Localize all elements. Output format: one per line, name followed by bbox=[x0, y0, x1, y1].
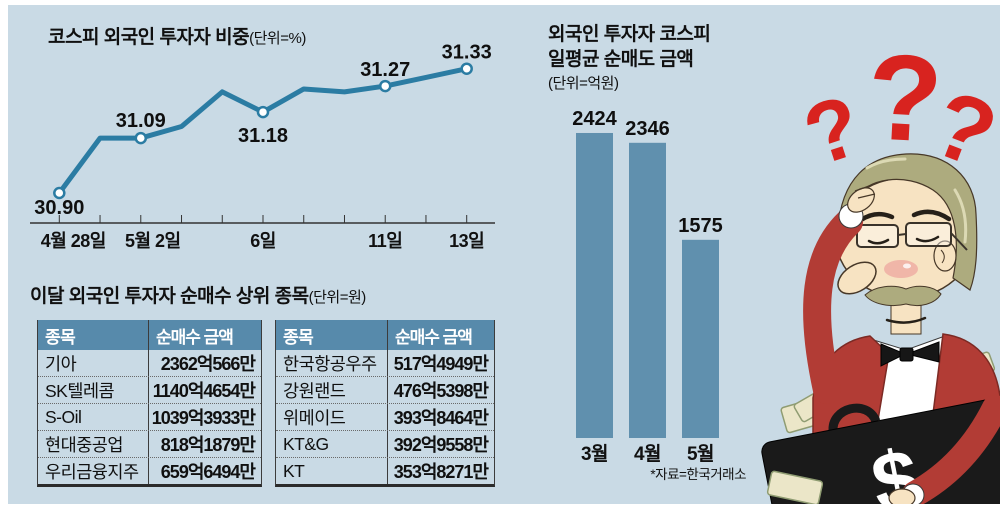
stocks-table-title: 이달 외국인 투자자 순매수 상위 종목(단위=원) bbox=[30, 281, 366, 308]
right-arm bbox=[888, 395, 1000, 508]
closed-eyes bbox=[867, 235, 940, 245]
table-header-row: 종목 순매수 금액 bbox=[38, 320, 261, 350]
table-row: KT 353억8271만 bbox=[276, 457, 494, 484]
bar-category-label: 3월 bbox=[581, 443, 608, 465]
line-value-label: 31.33 bbox=[442, 42, 492, 64]
line-data-point bbox=[53, 186, 66, 200]
net-buy-amount: 2362억566만 bbox=[160, 354, 256, 374]
line-value-label: 31.18 bbox=[238, 125, 288, 147]
stock-name: KT&G bbox=[276, 431, 388, 457]
stock-name: S-Oil bbox=[38, 404, 149, 430]
line-chart-title: 코스피 외국인 투자자 비중(단위=%) bbox=[48, 22, 306, 49]
bar bbox=[682, 239, 719, 438]
line-chart-title-text: 코스피 외국인 투자자 비중 bbox=[48, 27, 250, 48]
stock-name: SK텔레콤 bbox=[38, 377, 149, 403]
table-row: 기아 2362억566만 bbox=[38, 350, 261, 376]
table-row: 한국항공우주 517억4949만 bbox=[276, 350, 494, 376]
mustache bbox=[864, 285, 942, 307]
stocks-table-unit-label: (단위=원) bbox=[308, 289, 367, 306]
blush-highlight bbox=[903, 263, 911, 269]
bar bbox=[576, 132, 613, 438]
white-frame-bottom bbox=[0, 504, 1000, 508]
table-header-row: 종목 순매수 금액 bbox=[276, 320, 494, 350]
question-marks: ? ? ? bbox=[793, 28, 1000, 188]
x-axis-label: 4월 28일 bbox=[41, 231, 106, 251]
bar-value-label: 1575 bbox=[678, 215, 723, 237]
line-data-point bbox=[256, 105, 270, 119]
stocks-table-left: 종목 순매수 금액 기아 2362억566만 SK텔레콤 1140억4654만 S-Oil 1… bbox=[37, 320, 262, 487]
net-buy-amount: 818억1879만 bbox=[160, 435, 256, 455]
net-buy-amount: 353억8271만 bbox=[393, 462, 489, 482]
line-value-label: 30.90 bbox=[34, 197, 84, 219]
stock-name: 우리금융지주 bbox=[38, 458, 149, 484]
mouth bbox=[885, 316, 927, 324]
ear-inner bbox=[940, 249, 945, 264]
x-axis-label: 11일 bbox=[368, 231, 402, 251]
x-axis-label: 13일 bbox=[449, 231, 484, 251]
col-header-amount: 순매수 금액 bbox=[395, 327, 473, 347]
source-note: *자료=한국거래소 bbox=[650, 467, 746, 482]
col-header-stock: 종목 bbox=[276, 320, 388, 350]
net-buy-amount: 393억8464만 bbox=[393, 408, 489, 428]
stock-name: 한국항공우주 bbox=[276, 350, 388, 376]
line-data-point bbox=[134, 131, 148, 145]
line-value-label: 31.27 bbox=[360, 59, 410, 81]
line-data-point bbox=[460, 62, 473, 75]
stock-name: KT bbox=[276, 458, 388, 484]
stocks-table-title-text: 이달 외국인 투자자 순매수 상위 종목 bbox=[30, 286, 309, 307]
table-row: 강원랜드 476억5398만 bbox=[276, 376, 494, 403]
bar-value-label: 2346 bbox=[625, 118, 670, 140]
question-mark-icon: ? bbox=[793, 77, 873, 185]
hair-highlight bbox=[865, 157, 968, 244]
bow-tie bbox=[880, 341, 940, 367]
net-buy-amount: 1039억3933만 bbox=[151, 408, 256, 428]
ear bbox=[933, 240, 957, 272]
stock-name: 강원랜드 bbox=[276, 377, 388, 403]
bar-chart-unit-label: (단위=억원) bbox=[548, 75, 619, 92]
table-row: 우리금융지주 659억6494만 bbox=[38, 457, 261, 484]
table-row: SK텔레콤 1140억4654만 bbox=[38, 376, 261, 403]
question-mark-icon: ? bbox=[864, 28, 946, 168]
stock-name: 기아 bbox=[38, 350, 149, 376]
bar-category-label: 5월 bbox=[687, 443, 714, 465]
bar bbox=[629, 142, 666, 438]
blush bbox=[884, 260, 918, 278]
money-bill-front bbox=[766, 470, 824, 506]
bar-chart-title: 외국인 투자자 코스피 일평균 순매도 금액 bbox=[548, 22, 711, 72]
line-chart-unit-label: (단위=%) bbox=[249, 30, 306, 47]
x-axis-label: 6일 bbox=[250, 231, 276, 251]
raised-arm bbox=[803, 184, 876, 404]
bar-chart-title-line2: 일평균 순매도 금액 bbox=[548, 49, 694, 70]
net-buy-amount: 517억4949만 bbox=[393, 354, 489, 374]
stock-name: 현대중공업 bbox=[38, 431, 149, 457]
bar-chart-title-line1: 외국인 투자자 코스피 bbox=[548, 24, 711, 45]
table-row: KT&G 392억9558만 bbox=[276, 430, 494, 457]
net-buy-amount: 476억5398만 bbox=[393, 381, 489, 401]
table-row: 현대중공업 818억1879만 bbox=[38, 430, 261, 457]
bar-category-label: 4월 bbox=[634, 443, 661, 465]
line-value-label: 31.09 bbox=[116, 110, 166, 132]
confused-investor-illustration: ? ? ? bbox=[761, 28, 1000, 508]
kospi-foreign-share-line-chart: 30.90 31.09 31.18 31.27 31.33 4월 28일 5월 2일 6일 11… bbox=[30, 42, 495, 251]
col-header-stock: 종목 bbox=[38, 320, 149, 350]
white-frame-left bbox=[0, 0, 8, 508]
line-data-point bbox=[378, 79, 392, 93]
bar-value-label: 2424 bbox=[572, 108, 617, 130]
x-axis-label: 5월 2일 bbox=[125, 231, 181, 251]
white-frame-top bbox=[0, 0, 1000, 5]
net-buy-amount: 392억9558만 bbox=[393, 435, 489, 455]
net-buy-amount: 1140억4654만 bbox=[152, 381, 256, 401]
eyebrows bbox=[858, 209, 952, 223]
nose bbox=[837, 261, 877, 295]
table-row: S-Oil 1039억3933만 bbox=[38, 403, 261, 430]
briefcase-handle bbox=[828, 403, 881, 433]
table-row: 위메이드 393억8464만 bbox=[276, 403, 494, 430]
net-sell-bar-chart: 2424 3월 2346 4월 1575 5월 bbox=[572, 108, 723, 465]
col-header-amount: 순매수 금액 bbox=[156, 327, 234, 347]
net-buy-amount: 659억6494만 bbox=[160, 462, 256, 482]
stock-name: 위메이드 bbox=[276, 404, 388, 430]
